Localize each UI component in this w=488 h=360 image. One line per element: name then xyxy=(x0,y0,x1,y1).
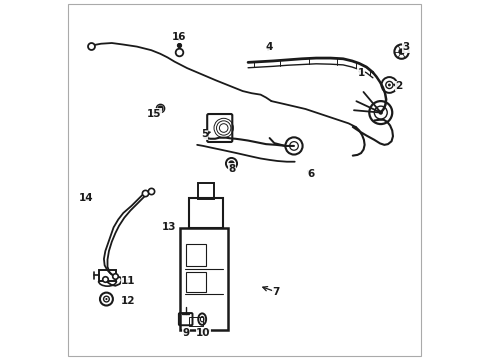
Bar xyxy=(198,183,214,199)
Text: 6: 6 xyxy=(306,168,314,179)
Text: 5: 5 xyxy=(200,129,207,139)
Text: 2: 2 xyxy=(394,81,402,91)
Text: 7: 7 xyxy=(272,287,279,297)
Circle shape xyxy=(105,298,107,300)
Bar xyxy=(186,273,206,292)
Text: 8: 8 xyxy=(227,163,235,174)
Text: 11: 11 xyxy=(121,276,135,286)
Circle shape xyxy=(387,84,390,86)
Bar xyxy=(180,228,228,330)
Text: 15: 15 xyxy=(146,109,161,119)
Circle shape xyxy=(378,111,382,115)
Text: 16: 16 xyxy=(171,32,186,42)
Text: 4: 4 xyxy=(265,42,273,52)
Text: 3: 3 xyxy=(402,42,408,52)
Bar xyxy=(186,244,206,266)
Bar xyxy=(188,317,203,325)
Text: 10: 10 xyxy=(196,328,210,338)
Circle shape xyxy=(398,48,404,55)
Bar xyxy=(99,270,116,281)
Text: 9: 9 xyxy=(182,328,189,338)
Text: 1: 1 xyxy=(357,68,364,78)
Bar xyxy=(188,198,223,228)
Text: 14: 14 xyxy=(79,193,93,203)
Text: 12: 12 xyxy=(121,296,135,306)
Text: 13: 13 xyxy=(162,222,176,231)
